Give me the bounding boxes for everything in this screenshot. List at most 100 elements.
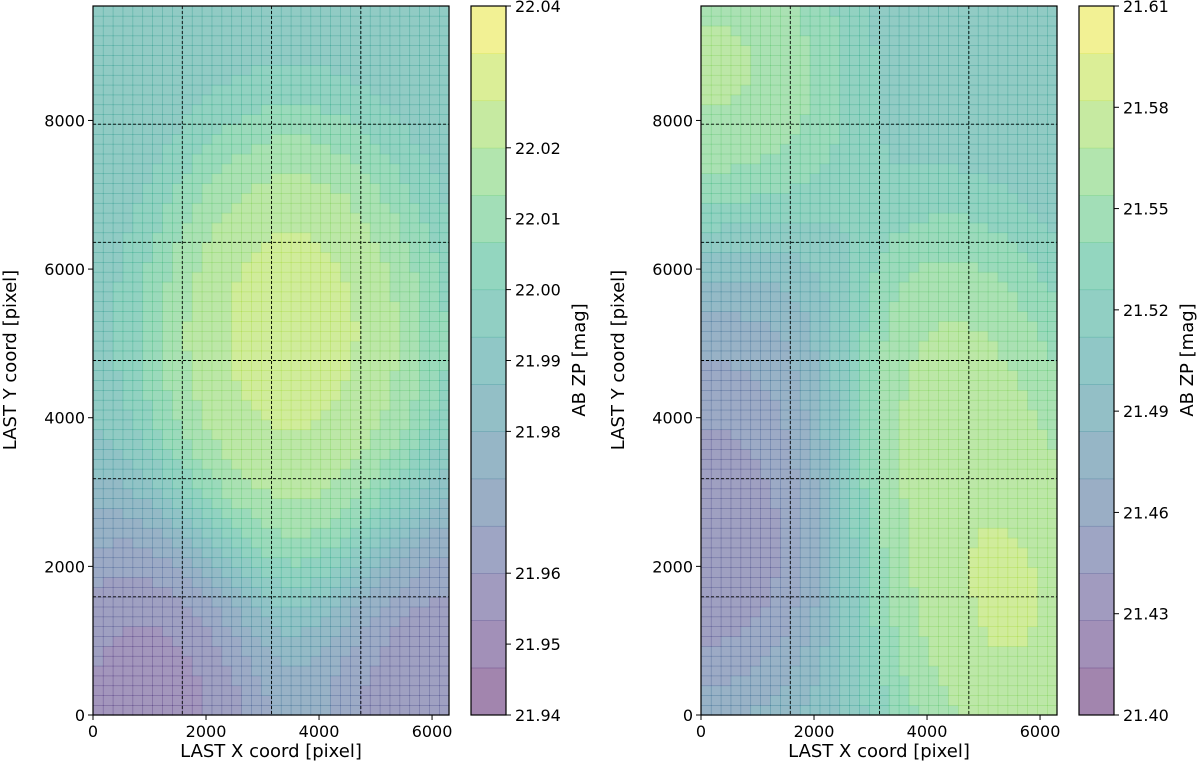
heatmap-cell bbox=[290, 616, 302, 627]
heatmap-cell bbox=[869, 74, 880, 86]
heatmap-cell bbox=[340, 626, 351, 637]
heatmap-cell bbox=[1027, 252, 1038, 263]
heatmap-cell bbox=[152, 616, 163, 627]
heatmap-cell bbox=[182, 252, 193, 263]
heatmap-cell bbox=[162, 55, 173, 66]
heatmap-cell bbox=[790, 577, 801, 588]
heatmap-cell bbox=[928, 646, 939, 657]
heatmap-cell bbox=[730, 124, 742, 135]
heatmap-cell bbox=[1047, 577, 1058, 588]
heatmap-cell bbox=[280, 183, 292, 194]
heatmap-cell bbox=[271, 15, 282, 27]
heatmap-cell bbox=[928, 626, 939, 637]
heatmap-cell bbox=[271, 429, 282, 440]
heatmap-cell bbox=[241, 252, 252, 263]
heatmap-cell bbox=[310, 596, 322, 608]
heatmap-cell bbox=[1017, 94, 1028, 106]
heatmap-cell bbox=[770, 586, 781, 598]
heatmap-cell bbox=[859, 321, 870, 332]
heatmap-cell bbox=[958, 567, 969, 578]
heatmap-cell bbox=[251, 212, 262, 224]
heatmap-cell bbox=[379, 547, 391, 559]
heatmap-cell bbox=[948, 202, 959, 214]
heatmap-cell bbox=[340, 439, 351, 450]
heatmap-cell bbox=[730, 94, 742, 106]
heatmap-cell bbox=[701, 94, 712, 106]
heatmap-cell bbox=[701, 360, 712, 371]
heatmap-cell bbox=[1047, 498, 1058, 509]
heatmap-cell bbox=[419, 370, 430, 381]
heatmap-cell bbox=[389, 183, 401, 194]
heatmap-cell bbox=[1017, 153, 1028, 165]
heatmap-cell bbox=[320, 596, 331, 608]
heatmap-cell bbox=[399, 616, 411, 627]
heatmap-cell bbox=[93, 705, 104, 716]
heatmap-cell bbox=[809, 193, 821, 204]
heatmap-cell bbox=[369, 468, 381, 480]
heatmap-cell bbox=[770, 596, 781, 608]
heatmap-cell bbox=[938, 577, 949, 588]
heatmap-cell bbox=[399, 163, 411, 175]
heatmap-cell bbox=[241, 134, 252, 145]
heatmap-cell bbox=[280, 439, 292, 450]
heatmap-cell bbox=[888, 242, 900, 253]
heatmap-cell bbox=[122, 537, 134, 549]
heatmap-cell bbox=[809, 665, 821, 677]
heatmap-cell bbox=[859, 616, 870, 627]
heatmap-cell bbox=[790, 153, 801, 165]
heatmap-cell bbox=[271, 94, 282, 106]
heatmap-cell bbox=[859, 478, 870, 490]
heatmap-cell bbox=[330, 586, 341, 598]
heatmap-cell bbox=[172, 695, 183, 706]
heatmap-cell bbox=[399, 350, 411, 362]
heatmap-cell bbox=[112, 429, 124, 440]
heatmap-cell bbox=[300, 626, 312, 637]
heatmap-cell bbox=[1017, 557, 1028, 568]
heatmap-cell bbox=[389, 134, 401, 145]
heatmap-cell bbox=[93, 626, 104, 637]
heatmap-cell bbox=[251, 557, 262, 568]
heatmap-cell bbox=[389, 685, 401, 696]
heatmap-cell bbox=[201, 262, 213, 273]
heatmap-cell bbox=[350, 94, 361, 106]
heatmap-cell bbox=[102, 380, 114, 391]
heatmap-cell bbox=[93, 429, 104, 440]
heatmap-cell bbox=[132, 527, 144, 539]
heatmap-cell bbox=[330, 232, 341, 243]
heatmap-cell bbox=[809, 143, 821, 155]
heatmap-cell bbox=[172, 25, 183, 37]
heatmap-cell bbox=[1007, 675, 1019, 687]
heatmap-cell bbox=[819, 586, 831, 598]
heatmap-cell bbox=[122, 193, 134, 204]
heatmap-cell bbox=[162, 596, 173, 608]
heatmap-cell bbox=[389, 321, 401, 332]
heatmap-cell bbox=[261, 458, 272, 470]
heatmap-cell bbox=[819, 636, 831, 647]
heatmap-cell bbox=[760, 193, 771, 204]
heatmap-cell bbox=[172, 183, 183, 194]
heatmap-cell bbox=[330, 153, 341, 165]
heatmap-cell bbox=[142, 173, 153, 184]
heatmap-cell bbox=[790, 163, 801, 175]
heatmap-cell bbox=[701, 281, 712, 293]
heatmap-cell bbox=[898, 567, 910, 578]
heatmap-cell bbox=[839, 242, 850, 253]
heatmap-cell bbox=[829, 291, 841, 303]
heatmap-cell bbox=[122, 124, 134, 135]
heatmap-cell bbox=[997, 439, 1009, 450]
heatmap-cell bbox=[389, 665, 401, 677]
heatmap-cell bbox=[1017, 695, 1028, 706]
heatmap-cell bbox=[809, 104, 821, 115]
heatmap-cell bbox=[132, 626, 144, 637]
heatmap-cell bbox=[710, 360, 722, 371]
heatmap-cell bbox=[360, 173, 371, 184]
heatmap-cell bbox=[419, 596, 430, 608]
heatmap-cell bbox=[182, 94, 193, 106]
heatmap-cell bbox=[1037, 616, 1048, 627]
heatmap-cell bbox=[379, 636, 391, 647]
heatmap-cell bbox=[1027, 458, 1038, 470]
heatmap-cell bbox=[1017, 212, 1028, 224]
heatmap-cell bbox=[409, 449, 420, 460]
heatmap-cell bbox=[1007, 163, 1019, 175]
heatmap-cell bbox=[261, 626, 272, 637]
